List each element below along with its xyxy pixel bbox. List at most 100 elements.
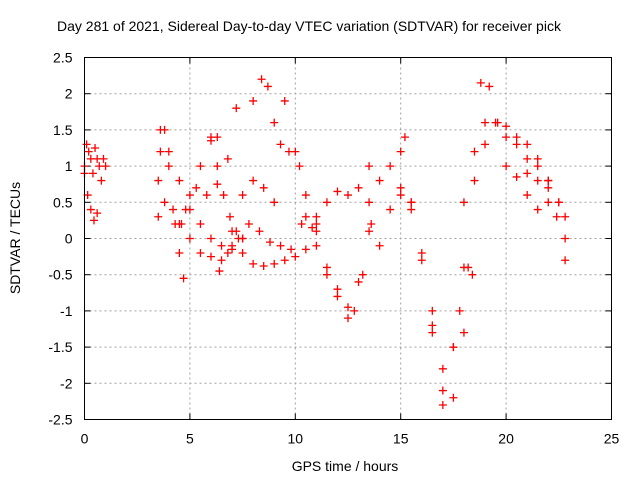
- data-point: [185, 234, 194, 243]
- data-point: [91, 144, 100, 152]
- series-s6: [156, 125, 224, 276]
- data-point: [249, 176, 258, 185]
- data-point: [196, 220, 205, 229]
- data-point: [365, 198, 374, 207]
- data-point: [179, 274, 188, 283]
- data-point: [512, 172, 521, 181]
- data-point: [533, 162, 542, 171]
- data-point: [512, 133, 521, 142]
- data-point: [301, 191, 310, 200]
- data-point: [312, 220, 321, 229]
- data-point: [238, 248, 247, 257]
- data-point: [417, 256, 426, 265]
- data-point: [225, 212, 234, 221]
- data-point: [533, 176, 542, 185]
- data-point: [263, 82, 272, 91]
- data-point: [400, 133, 409, 142]
- data-point: [485, 82, 494, 91]
- data-point: [459, 198, 468, 207]
- data-point: [219, 191, 228, 200]
- data-point: [365, 227, 374, 236]
- data-point: [287, 245, 296, 254]
- data-point: [344, 303, 352, 312]
- data-point: [95, 162, 104, 171]
- data-point: [322, 270, 331, 279]
- data-point: [215, 267, 224, 276]
- data-point: [297, 220, 306, 229]
- x-tick-label: 5: [186, 431, 194, 447]
- y-tick-label: 2: [65, 86, 73, 102]
- data-point: [502, 122, 511, 131]
- chart-title: Day 281 of 2021, Sidereal Day-to-day VTE…: [57, 18, 562, 34]
- x-tick-label: 10: [288, 431, 304, 447]
- data-point: [552, 212, 561, 221]
- data-point: [234, 234, 243, 243]
- data-point: [407, 205, 416, 214]
- data-point: [301, 245, 310, 254]
- data-point: [354, 183, 363, 192]
- series-s16: [312, 220, 376, 315]
- data-point: [365, 162, 374, 171]
- data-point: [502, 133, 511, 142]
- data-point: [491, 118, 500, 127]
- data-point: [89, 216, 98, 225]
- series-s25: [512, 133, 570, 265]
- data-point: [544, 198, 553, 207]
- data-point: [367, 220, 376, 229]
- data-point: [428, 328, 437, 337]
- data-point: [396, 191, 405, 200]
- data-points: [80, 75, 570, 410]
- data-point: [449, 343, 458, 352]
- data-point: [291, 147, 300, 156]
- data-point: [295, 162, 304, 171]
- data-point: [160, 198, 169, 207]
- data-point: [554, 198, 563, 207]
- data-point: [502, 162, 511, 171]
- x-tick-label: 20: [498, 431, 514, 447]
- data-point: [512, 140, 521, 149]
- data-point: [276, 140, 285, 149]
- y-tick-label: 1.5: [53, 122, 73, 138]
- data-point: [156, 125, 165, 134]
- data-point: [82, 140, 91, 149]
- series-s23: [481, 118, 553, 207]
- data-point: [358, 270, 367, 279]
- data-point: [196, 248, 205, 257]
- data-point: [291, 252, 300, 261]
- data-point: [523, 169, 532, 178]
- data-point: [344, 191, 352, 200]
- x-axis-title: GPS time / hours: [292, 458, 399, 474]
- axis-ticks: 0 5 10 15 20 25 -2.5 -2 -1.5 -1 -0.5 0 0.5 1 1.5 2 2.5: [48, 50, 619, 447]
- data-point: [259, 183, 268, 192]
- data-point: [350, 306, 359, 315]
- data-point: [185, 191, 194, 200]
- data-point: [312, 241, 321, 250]
- data-point: [438, 401, 447, 410]
- data-point: [175, 220, 184, 229]
- data-point: [312, 212, 321, 221]
- data-point: [270, 259, 279, 268]
- data-point: [333, 285, 342, 294]
- data-point: [244, 220, 253, 229]
- data-point: [396, 183, 405, 192]
- y-tick-label: -2: [60, 375, 73, 391]
- y-tick-label: -1.5: [48, 339, 72, 355]
- data-point: [481, 140, 490, 149]
- series-s9: [206, 133, 247, 243]
- data-point: [270, 118, 279, 127]
- data-point: [561, 212, 570, 221]
- series-s17: [365, 162, 416, 214]
- data-point: [308, 223, 317, 232]
- y-tick-label: 0: [65, 231, 73, 247]
- data-point: [196, 162, 205, 171]
- data-point: [249, 96, 258, 105]
- data-point: [449, 393, 458, 402]
- data-point: [156, 147, 165, 156]
- data-point: [181, 205, 190, 214]
- data-point: [97, 176, 106, 185]
- data-point: [322, 198, 331, 207]
- data-point: [386, 205, 395, 214]
- data-point: [312, 227, 321, 236]
- y-tick-label: 2.5: [53, 50, 73, 66]
